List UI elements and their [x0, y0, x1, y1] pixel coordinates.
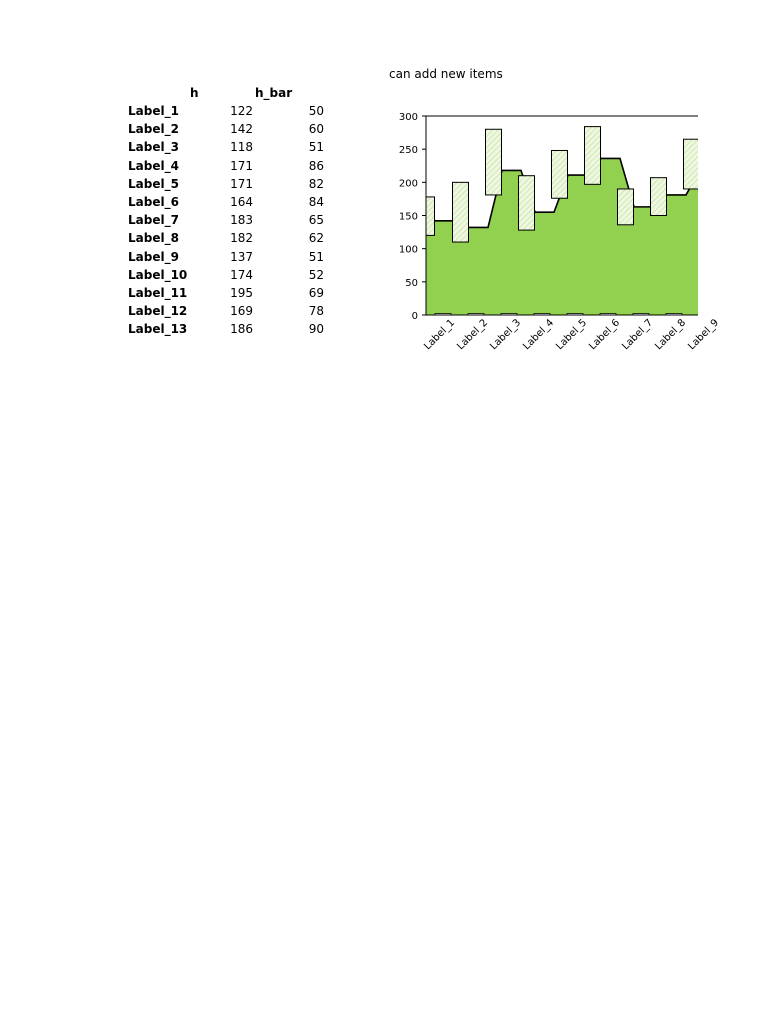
y-tick-label: 150 — [399, 212, 418, 223]
row-h-value: 142 — [230, 122, 253, 137]
row-h-bar-value: 78 — [308, 304, 324, 319]
x-tick-label: Label_8 — [653, 317, 688, 352]
x-tick-label: Label_1 — [422, 317, 457, 352]
row-label: Label_4 — [128, 158, 179, 173]
row-h-value: 182 — [230, 231, 253, 246]
column-header-h: h — [190, 86, 199, 100]
row-label: Label_6 — [128, 195, 179, 209]
baseline-bar — [699, 314, 715, 316]
row-h-value: 171 — [230, 158, 253, 173]
x-tick-label: Label_5 — [554, 317, 589, 352]
row-h-value: 164 — [230, 195, 253, 209]
floating-bar — [650, 177, 667, 217]
row-h-bar-value: 82 — [308, 176, 324, 191]
row-label: Label_2 — [128, 122, 179, 137]
row-h-bar-value: 62 — [308, 231, 324, 246]
chart-title: can add new items — [389, 67, 503, 81]
row-h-value: 118 — [230, 140, 253, 155]
row-h-value: 183 — [230, 213, 253, 228]
row-label: Label_3 — [128, 140, 179, 155]
row-h-value: 171 — [230, 176, 253, 191]
row-h-value: 186 — [230, 322, 253, 337]
row-h-bar-value: 51 — [308, 249, 324, 264]
x-tick-label: Label_9 — [686, 317, 721, 352]
row-h-bar-value: 84 — [308, 195, 324, 209]
y-tick-label: 0 — [412, 311, 418, 322]
x-tick-label: Label_2 — [455, 317, 490, 352]
area-series-line — [426, 157, 698, 229]
row-label: Label_5 — [128, 176, 179, 191]
row-label: Label_10 — [128, 267, 188, 282]
row-label: Label_13 — [128, 322, 188, 337]
row-h-bar-value: 65 — [308, 213, 324, 228]
row-h-bar-value: 69 — [308, 286, 324, 300]
y-tick-label: 200 — [399, 178, 418, 189]
y-tick-label: 250 — [399, 145, 418, 156]
row-h-value: 169 — [230, 304, 253, 319]
row-h-bar-value: 50 — [308, 104, 324, 118]
floating-bar — [584, 126, 601, 185]
y-tick-label: 300 — [399, 112, 418, 123]
y-tick-label: 50 — [405, 278, 418, 289]
floating-bar — [452, 181, 469, 243]
plot-area — [426, 126, 715, 316]
row-label: Label_12 — [128, 304, 188, 319]
row-h-value: 174 — [230, 267, 253, 282]
floating-bar — [518, 175, 535, 231]
row-label: Label_8 — [128, 231, 179, 246]
row-label: Label_9 — [128, 249, 179, 264]
row-label: Label_7 — [128, 213, 179, 228]
area-chart: 050100150200250300Label_1Label_2Label_3L… — [399, 112, 721, 352]
row-h-bar-value: 51 — [308, 140, 324, 155]
floating-bar — [683, 138, 698, 190]
x-tick-label: Label_4 — [521, 317, 556, 352]
x-tick-label: Label_6 — [587, 317, 622, 352]
x-tick-label: Label_7 — [620, 317, 655, 352]
data-table: h h_bar Label_1 122 50 Label_2 142 60 Label_3 1… — [0, 0, 380, 360]
row-h-bar-value: 86 — [308, 158, 324, 173]
row-label: Label_1 — [128, 104, 179, 118]
floating-bar — [617, 188, 634, 226]
column-header-h-bar: h_bar — [255, 86, 293, 100]
area-series — [426, 158, 698, 315]
row-h-bar-value: 60 — [308, 122, 324, 137]
row-h-bar-value: 90 — [308, 322, 324, 337]
row-h-value: 195 — [230, 286, 253, 300]
row-h-value: 122 — [230, 104, 253, 118]
row-label: Label_11 — [128, 286, 188, 300]
y-tick-label: 100 — [399, 245, 418, 256]
floating-bar — [485, 128, 502, 196]
row-h-bar-value: 52 — [308, 267, 324, 282]
floating-bar — [551, 149, 568, 199]
x-tick-label: Label_3 — [488, 317, 523, 352]
row-h-value: 137 — [230, 249, 253, 264]
